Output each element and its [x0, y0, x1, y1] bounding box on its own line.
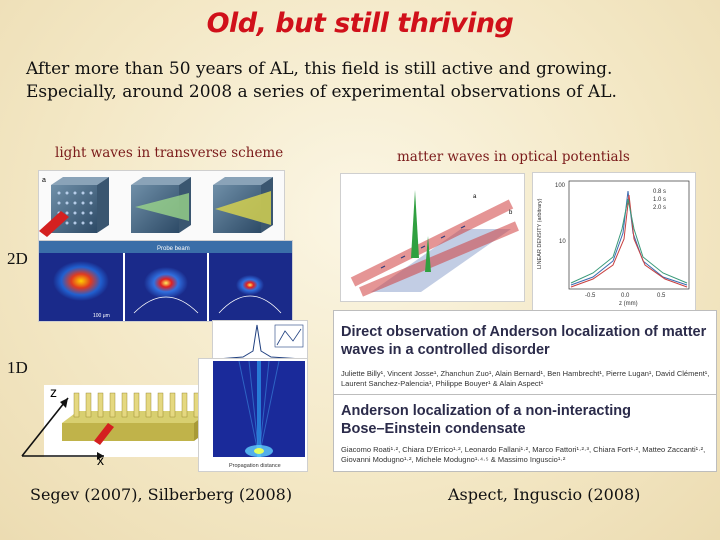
credit-right: Aspect, Inguscio (2008) — [448, 485, 641, 504]
legend-1: 0.8 s — [653, 189, 666, 195]
caption-matter-waves: matter waves in optical potentials — [397, 149, 630, 165]
paper-1-title-line-1: Direct observation of Anderson localizat… — [341, 324, 707, 340]
label-2d: 2D — [7, 249, 28, 268]
ytick-10: 10 — [559, 239, 566, 245]
panel-a-label: a — [42, 177, 46, 184]
fig-label-b: b — [509, 210, 513, 216]
caption-light-waves: light waves in transverse scheme — [55, 145, 284, 161]
paper-2-authors-line-2: Giovanni Modugno¹·², Michele Modugno¹·⁴·… — [341, 455, 566, 464]
density-plot: LINEAR DENSITY (arbitrary) 100 10 0.8 s … — [532, 172, 696, 311]
intro-text: After more than 50 years of AL, this fie… — [26, 58, 706, 104]
label-1d: 1D — [7, 358, 28, 377]
slide-title: Old, but still thriving — [206, 8, 514, 39]
paper-1-authors-line-2: Laurent Sanchez-Palencia¹, Philippe Bouy… — [341, 379, 544, 388]
axes-arrows — [21, 397, 104, 460]
optical-potential-figure: a b — [340, 173, 525, 302]
paper-2-title-line-1: Anderson localization of a non-interacti… — [341, 403, 632, 419]
xtick-3: 0.5 — [657, 293, 666, 299]
localization-profile-inset — [212, 320, 308, 364]
paper-1-title-line-2: waves in a controlled disorder — [341, 342, 550, 358]
density-ylabel: LINEAR DENSITY (arbitrary) — [537, 198, 543, 269]
cube-1 — [39, 177, 109, 237]
paper-aspect-header: Direct observation of Anderson localizat… — [333, 310, 717, 396]
legend-2: 1.0 s — [653, 197, 666, 203]
scale-bar-label: 100 μm — [93, 313, 110, 319]
paper-1-authors-line-1: Juliette Billy¹, Vincent Josse¹, Zhanchu… — [341, 369, 710, 378]
xtick-1: -0.5 — [585, 293, 596, 299]
paper-2-authors-line-1: Giacomo Roati¹·², Chiara D’Errico¹·², Le… — [341, 445, 706, 454]
cube-2 — [131, 177, 191, 233]
legend-3: 2.0 s — [653, 205, 666, 211]
fig-label-a: a — [473, 194, 477, 200]
cube-3 — [213, 177, 273, 233]
ytick-100: 100 — [555, 183, 566, 189]
xtick-2: 0.0 — [621, 293, 630, 299]
probe-beam-label: Probe beam — [157, 246, 190, 252]
intensity-pattern-figure: Probe beam 100 μm — [38, 240, 293, 322]
propagation-map: Propagation distance — [198, 358, 308, 472]
density-xlabel: z (mm) — [619, 301, 638, 307]
intro-line-2: Especially, around 2008 a series of expe… — [26, 82, 617, 102]
intensity-pattern-svg: Probe beam 100 μm — [39, 241, 292, 321]
axis-label-z: z — [50, 384, 57, 400]
waveguide-array-figure: a — [38, 170, 285, 242]
axis-label-x: x — [97, 452, 104, 468]
credit-left: Segev (2007), Silberberg (2008) — [30, 485, 293, 504]
propagation-axis-label: Propagation distance — [229, 463, 281, 469]
intro-line-1: After more than 50 years of AL, this fie… — [26, 59, 613, 79]
waveguide-array-svg: a — [39, 177, 273, 237]
paper-inguscio-header: Anderson localization of a non-interacti… — [333, 394, 717, 472]
paper-2-title-line-2: Bose–Einstein condensate — [341, 421, 526, 437]
